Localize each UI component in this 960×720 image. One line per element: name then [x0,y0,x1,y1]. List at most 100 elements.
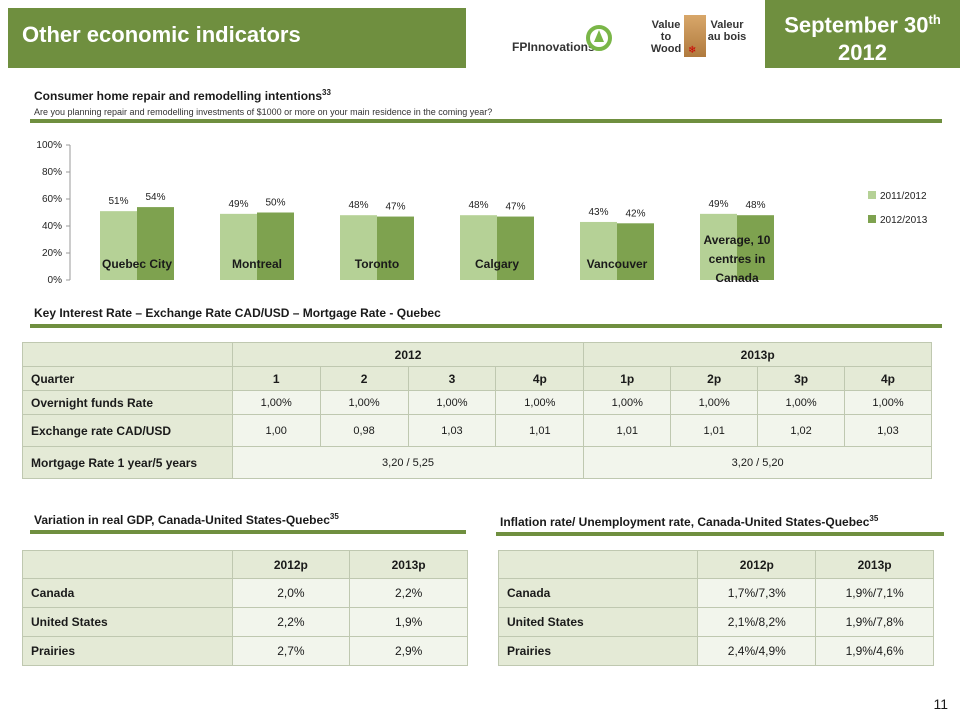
bar [617,223,654,280]
inflation-corner-cell [497,550,699,579]
bar [460,215,497,280]
data-label: 47% [505,202,525,213]
rates-quarter-cell: 3 [407,366,497,391]
table-row: Canada 2,0% 2,2% [22,578,468,608]
inflation-footnote: 35 [869,514,879,523]
category-label: Vancouver [587,257,648,271]
inflation-cell: 1,9%/7,8% [815,607,934,637]
rates-cell: 1,00% [319,390,409,415]
gdp-cell: 2,0% [231,578,351,608]
data-label: 47% [385,202,405,213]
date-year: 2012 [838,40,887,66]
rates-title: Key Interest Rate – Exchange Rate CAD/US… [34,306,441,320]
rates-cell: 1,00% [407,390,497,415]
rates-cell: 1,01 [583,414,672,447]
section-divider [30,119,942,123]
gdp-cell: 2,2% [349,578,468,608]
category-label: Canada [715,271,759,285]
inflation-title: Inflation rate/ Unemployment rate, Canad… [500,514,878,529]
legend-label: 2012/2013 [880,215,928,226]
row-label: Canada [497,578,699,608]
category-label: Montreal [232,257,282,271]
page-title: Other economic indicators [8,8,466,68]
section-divider [30,324,942,328]
rates-year-2012: 2012 [231,342,585,367]
bar [257,212,294,280]
gdp-col-header: 2013p [349,550,468,579]
mortgage-2013-cell: 3,20 / 5,20 [583,446,932,479]
intentions-subtitle: Are you planning repair and remodelling … [34,107,493,117]
inflation-cell: 1,7%/7,3% [697,578,817,608]
table-row: United States 2,2% 1,9% [22,607,468,637]
bar [100,211,137,280]
intentions-title-text: Consumer home repair and remodelling int… [34,89,323,103]
data-label: 49% [708,199,728,210]
inflation-cell: 1,9%/4,6% [815,636,934,666]
value-to-wood-logo: Value to Wood ❄ Valeur au bois [648,15,748,63]
bar [737,215,774,280]
bar [377,216,414,280]
rates-cell: 1,00% [583,390,672,415]
bar [700,213,737,280]
fpinnovations-logo: FPInnovations [512,22,627,58]
rates-quarter-cell: 1 [231,366,321,391]
valeur-au-bois-text: Valeur au bois [707,19,747,43]
category-label: Average, 10 [704,233,771,247]
rates-cell: 1,02 [757,414,846,447]
rates-cell: 1,00% [231,390,321,415]
category-label: centres in [709,252,766,266]
gdp-col-header: 2012p [231,550,351,579]
maple-leaf-icon: ❄ [688,45,697,56]
wood-block-icon [684,15,706,57]
gdp-title: Variation in real GDP, Canada-United Sta… [34,512,339,527]
y-tick-label: 40% [42,221,62,232]
rates-cell: 0,98 [319,414,409,447]
row-label: Overnight funds Rate [22,390,233,415]
row-label: Prairies [22,636,233,666]
rates-cell: 1,00 [231,414,321,447]
gdp-cell: 2,7% [231,636,351,666]
rates-quarter-cell: 2p [670,366,759,391]
y-tick-label: 20% [42,248,62,259]
rates-quarter-cell: 2 [319,366,409,391]
row-label: Exchange rate CAD/USD [22,414,233,447]
inflation-title-text: Inflation rate/ Unemployment rate, Canad… [500,515,870,529]
gdp-cell: 1,9% [349,607,468,637]
rates-cell: 1,00% [670,390,759,415]
rates-cell: 1,00% [757,390,846,415]
intentions-title: Consumer home repair and remodelling int… [34,88,331,103]
legend-swatch [868,191,876,199]
rates-cell: 1,00% [844,390,932,415]
value-to-wood-text: Value to Wood [650,19,682,55]
mortgage-2012-cell: 3,20 / 5,25 [231,446,585,479]
row-label: Mortgage Rate 1 year/5 years [22,446,233,479]
date-badge: September 30th 2012 [765,0,960,68]
inflation-cell: 1,9%/7,1% [815,578,934,608]
data-label: 51% [108,196,128,207]
fpinnovations-leaf-icon [586,25,612,51]
gdp-cell: 2,9% [349,636,468,666]
data-label: 54% [145,192,165,203]
category-label: Quebec City [102,257,172,271]
y-tick-label: 100% [36,140,62,151]
rates-cell: 1,01 [670,414,759,447]
rates-cell: 1,00% [495,390,585,415]
page-number: 11 [933,696,948,712]
rates-year-2013: 2013p [583,342,932,367]
inflation-table: 2012p 2013p Canada 1,7%/7,3% 1,9%/7,1% U… [497,550,934,666]
legend-label: 2011/2012 [880,191,927,202]
intentions-footnote: 33 [322,88,331,97]
data-label: 48% [745,200,765,211]
category-label: Calgary [475,257,519,271]
gdp-title-text: Variation in real GDP, Canada-United Sta… [34,513,330,527]
gdp-corner-cell [22,550,233,579]
bar [497,216,534,280]
data-label: 42% [625,208,645,219]
y-tick-label: 0% [48,275,63,286]
section-divider [496,532,944,536]
rates-quarter-cell: 3p [757,366,846,391]
rates-quarter-cell: 1p [583,366,672,391]
inflation-col-header: 2013p [815,550,934,579]
table-row: Prairies 2,4%/4,9% 1,9%/4,6% [497,636,934,666]
intentions-bar-chart: 0% 20% 40% 60% 80% 100% 51% 54% Quebec City 49% 50… [36,140,928,286]
